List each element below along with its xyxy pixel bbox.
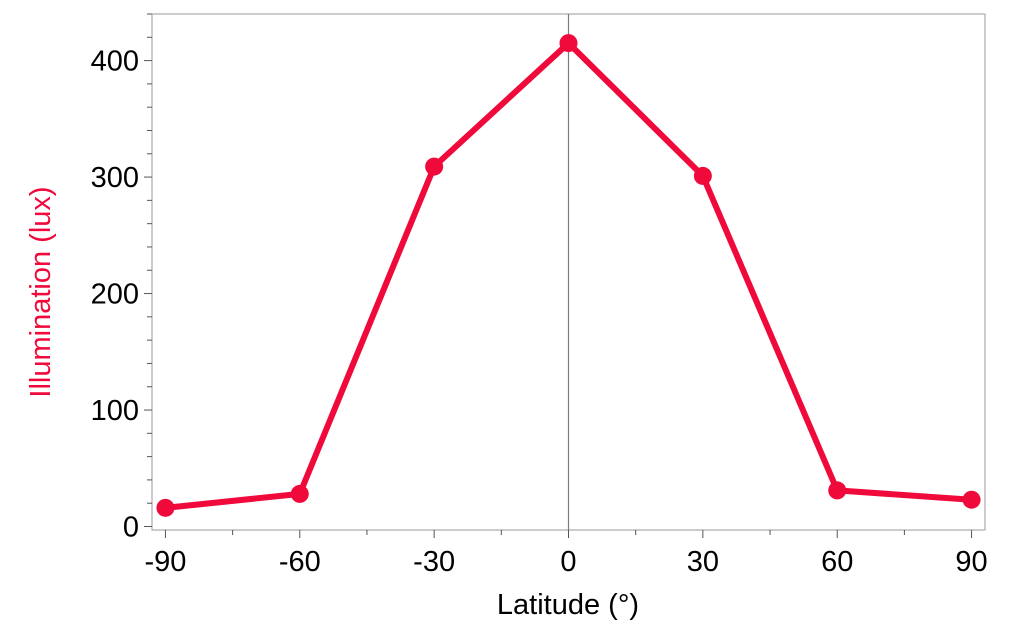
x-axis-ticks: -90 -60 -30 0 30 60 90 (144, 530, 988, 578)
data-point (962, 490, 981, 509)
data-point (828, 481, 847, 500)
x-tick-label: 60 (821, 546, 853, 578)
x-tick-label: 30 (687, 546, 719, 578)
x-tick-label: -60 (279, 546, 321, 578)
x-tick-label: 0 (560, 546, 576, 578)
data-point (156, 498, 175, 517)
y-tick-label: 200 (91, 279, 139, 311)
y-axis-title: Illumination (lux) (25, 186, 57, 397)
y-tick-label: 0 (123, 512, 139, 544)
series-layer (156, 34, 981, 517)
y-axis-ticks: 0 100 200 300 400 (91, 13, 152, 544)
data-point (559, 34, 578, 53)
data-point (693, 166, 712, 185)
y-tick-label: 300 (91, 162, 139, 194)
data-point (425, 157, 444, 176)
x-tick-label: -90 (144, 546, 186, 578)
y-tick-label: 100 (91, 395, 139, 427)
x-tick-label: -30 (413, 546, 455, 578)
x-tick-label: 90 (955, 546, 987, 578)
data-point (290, 484, 309, 503)
x-axis-title: Latitude (°) (497, 589, 639, 621)
y-tick-label: 400 (91, 46, 139, 78)
